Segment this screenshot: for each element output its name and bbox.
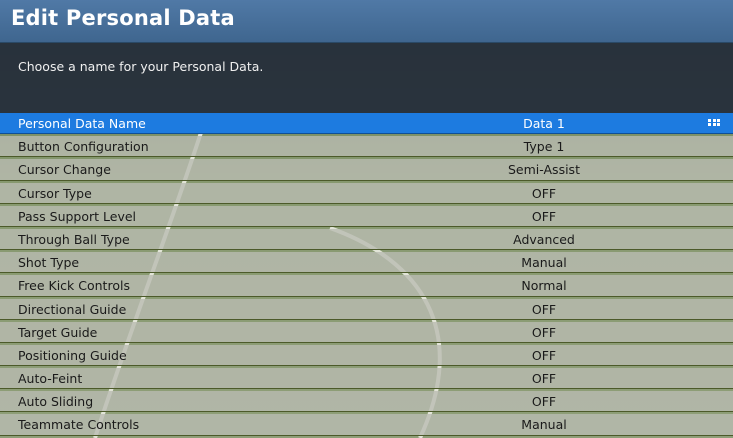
description-text: Choose a name for your Personal Data. xyxy=(18,59,264,74)
setting-label: Pass Support Level xyxy=(18,208,137,224)
setting-row-auto-sliding[interactable]: Auto Sliding OFF xyxy=(0,391,733,413)
setting-label: Shot Type xyxy=(18,255,80,271)
setting-value: Data 1 xyxy=(523,116,565,131)
setting-row-teammate-controls[interactable]: Teammate Controls Manual xyxy=(0,414,733,436)
grid-icon[interactable] xyxy=(708,119,720,128)
setting-label: Target Guide xyxy=(18,324,98,340)
setting-value: OFF xyxy=(531,185,557,201)
setting-value: OFF xyxy=(531,324,557,340)
setting-value: Semi-Assist xyxy=(508,162,580,178)
description-panel: Choose a name for your Personal Data. xyxy=(0,43,733,113)
setting-row-cursor-change[interactable]: Cursor Change Semi-Assist xyxy=(0,159,733,181)
page-title: Edit Personal Data xyxy=(11,6,235,30)
setting-value: OFF xyxy=(531,208,557,224)
settings-list: Personal Data Name Data 1 Button Configu… xyxy=(0,113,733,438)
setting-row-free-kick-controls[interactable]: Free Kick Controls Normal xyxy=(0,275,733,297)
setting-row-target-guide[interactable]: Target Guide OFF xyxy=(0,321,733,343)
setting-label: Directional Guide xyxy=(18,301,127,317)
setting-row-auto-feint[interactable]: Auto-Feint OFF xyxy=(0,368,733,390)
setting-value: OFF xyxy=(531,301,557,317)
setting-value: Type 1 xyxy=(523,139,565,155)
setting-value: Normal xyxy=(521,278,567,294)
setting-row-directional-guide[interactable]: Directional Guide OFF xyxy=(0,298,733,320)
setting-value: Advanced xyxy=(513,231,575,247)
setting-label: Cursor Type xyxy=(18,185,92,201)
setting-label: Teammate Controls xyxy=(18,417,140,433)
setting-value: OFF xyxy=(531,371,557,387)
setting-label: Auto Sliding xyxy=(18,394,94,410)
setting-row-through-ball-type[interactable]: Through Ball Type Advanced xyxy=(0,228,733,251)
setting-row-pass-support-level[interactable]: Pass Support Level OFF xyxy=(0,205,733,227)
title-bar: Edit Personal Data xyxy=(0,0,733,43)
setting-row-positioning-guide[interactable]: Positioning Guide OFF xyxy=(0,344,733,367)
setting-value: Manual xyxy=(521,417,567,433)
setting-label: Auto-Feint xyxy=(18,371,83,387)
setting-label: Button Configuration xyxy=(18,139,149,155)
setting-label: Personal Data Name xyxy=(18,116,146,131)
setting-row-cursor-type[interactable]: Cursor Type OFF xyxy=(0,182,733,204)
setting-label: Free Kick Controls xyxy=(18,278,130,294)
setting-value: OFF xyxy=(531,347,557,363)
setting-label: Positioning Guide xyxy=(18,347,127,363)
setting-label: Through Ball Type xyxy=(18,231,130,247)
setting-label: Cursor Change xyxy=(18,162,111,178)
setting-row-button-configuration[interactable]: Button Configuration Type 1 xyxy=(0,136,733,158)
setting-value: OFF xyxy=(531,394,557,410)
setting-value: Manual xyxy=(521,255,567,271)
setting-row-shot-type[interactable]: Shot Type Manual xyxy=(0,252,733,274)
setting-row-personal-data-name[interactable]: Personal Data Name Data 1 xyxy=(0,113,733,135)
